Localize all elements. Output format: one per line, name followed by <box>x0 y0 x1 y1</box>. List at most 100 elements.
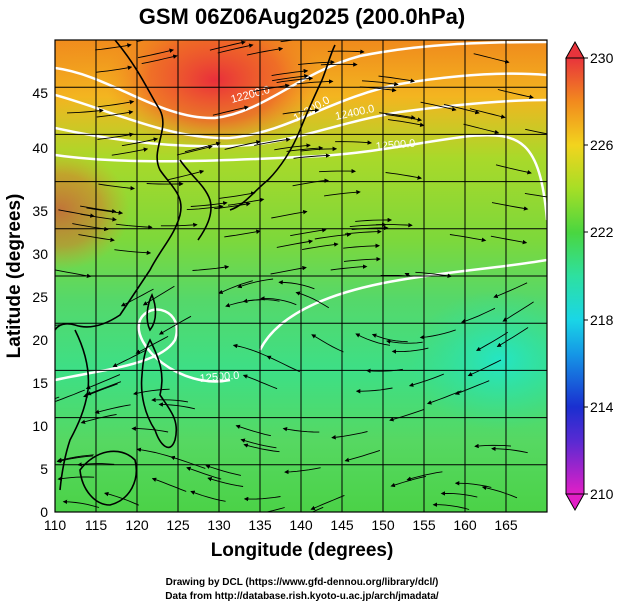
streamline <box>266 355 300 373</box>
streamline <box>151 397 189 403</box>
coastline-korea <box>179 159 212 241</box>
streamline <box>86 381 122 396</box>
streamline <box>97 99 135 108</box>
y-tick-label: 15 <box>32 375 48 391</box>
streamline <box>286 145 324 152</box>
y-axis-label: Latitude (degrees) <box>4 194 25 359</box>
contour-label-12500-north: 12500.0 <box>375 138 416 153</box>
x-tick-label: 155 <box>412 517 436 533</box>
streamline <box>467 359 502 377</box>
streamline <box>496 327 529 347</box>
x-tick-label: 150 <box>371 517 395 533</box>
streamline <box>260 296 297 306</box>
streamline <box>476 331 509 351</box>
colorbar-tick-label: 222 <box>590 224 614 240</box>
streamline <box>343 256 381 262</box>
streamline <box>389 408 425 422</box>
coastline-borneo <box>79 450 137 506</box>
streamline <box>276 239 314 248</box>
streamline <box>270 265 307 275</box>
streamline <box>379 112 416 120</box>
streamline <box>98 183 135 191</box>
streamline <box>158 315 192 335</box>
streamline <box>355 387 393 394</box>
streamline <box>186 204 224 211</box>
x-tick-label: 115 <box>85 517 108 533</box>
streamline <box>495 164 532 175</box>
y-tick-label: 20 <box>32 332 48 348</box>
streamline <box>493 282 528 298</box>
contour-12400 <box>55 98 547 148</box>
y-tick-label: 40 <box>32 140 48 156</box>
plot-area: 12200.0 12300.0 12400.0 12500.0 12500.0 <box>55 40 547 512</box>
streamline <box>525 128 547 135</box>
streamline <box>224 140 261 150</box>
coastline-philippines <box>140 338 178 449</box>
streamline <box>385 172 422 180</box>
streamline <box>302 242 339 251</box>
streamline <box>490 235 528 245</box>
streamline <box>319 168 356 174</box>
streamline <box>463 123 500 135</box>
streamline <box>146 181 184 187</box>
streamline <box>420 101 457 112</box>
x-tick-label: 140 <box>289 517 313 533</box>
streamline <box>300 146 338 152</box>
streamline <box>314 232 352 240</box>
streamline <box>311 506 324 512</box>
warm-region-red <box>105 40 325 150</box>
streamline <box>474 443 512 449</box>
streamline <box>391 347 429 354</box>
streamline <box>190 490 226 502</box>
streamline <box>186 466 222 480</box>
streamline <box>96 110 134 118</box>
streamline <box>454 481 492 488</box>
streamline <box>330 264 368 271</box>
colorbar-tick-label: 210 <box>590 486 614 502</box>
streamline <box>497 89 534 100</box>
y-tick-label: 5 <box>40 461 48 477</box>
x-tick-label: 135 <box>248 517 272 533</box>
streamline <box>57 476 95 481</box>
streamline <box>176 145 213 156</box>
colorbar-scale <box>565 57 585 495</box>
streamline <box>135 40 141 41</box>
coastlines <box>55 40 336 506</box>
streamline <box>232 343 268 357</box>
x-tick-label: 165 <box>494 517 518 533</box>
streamline <box>133 388 170 396</box>
streamline <box>440 491 478 498</box>
streamline <box>217 43 254 54</box>
streamline <box>295 291 330 309</box>
streamline <box>114 249 152 255</box>
streamline <box>104 491 139 506</box>
streamline <box>280 40 318 43</box>
streamline <box>243 443 280 453</box>
streamline <box>253 83 290 92</box>
streamline <box>406 471 443 481</box>
streamline <box>235 424 271 437</box>
y-axis: 0 5 10 15 20 25 30 35 40 45 Latitude (de… <box>4 85 48 520</box>
streamline <box>55 389 85 404</box>
streamline <box>137 48 174 59</box>
streamline <box>276 76 314 84</box>
streamline <box>131 426 169 433</box>
streamline <box>355 217 393 223</box>
streamline <box>290 228 327 237</box>
x-axis-label: Longitude (degrees) <box>211 540 394 561</box>
streamline <box>207 477 244 487</box>
streamline <box>386 339 423 344</box>
streamline <box>408 373 444 387</box>
y-tick-label: 0 <box>40 504 48 520</box>
streamline <box>378 75 415 83</box>
colorbar-top-arrow <box>565 40 585 59</box>
streamline <box>246 46 284 56</box>
y-tick-label: 35 <box>32 203 48 219</box>
streamline <box>426 390 462 405</box>
lat-lon-grid <box>55 40 547 512</box>
coastline-japan <box>229 44 336 211</box>
streamline <box>311 334 344 353</box>
coastline-vietnam <box>59 329 90 491</box>
x-tick-label: 110 <box>44 517 67 533</box>
streamline <box>243 496 281 502</box>
